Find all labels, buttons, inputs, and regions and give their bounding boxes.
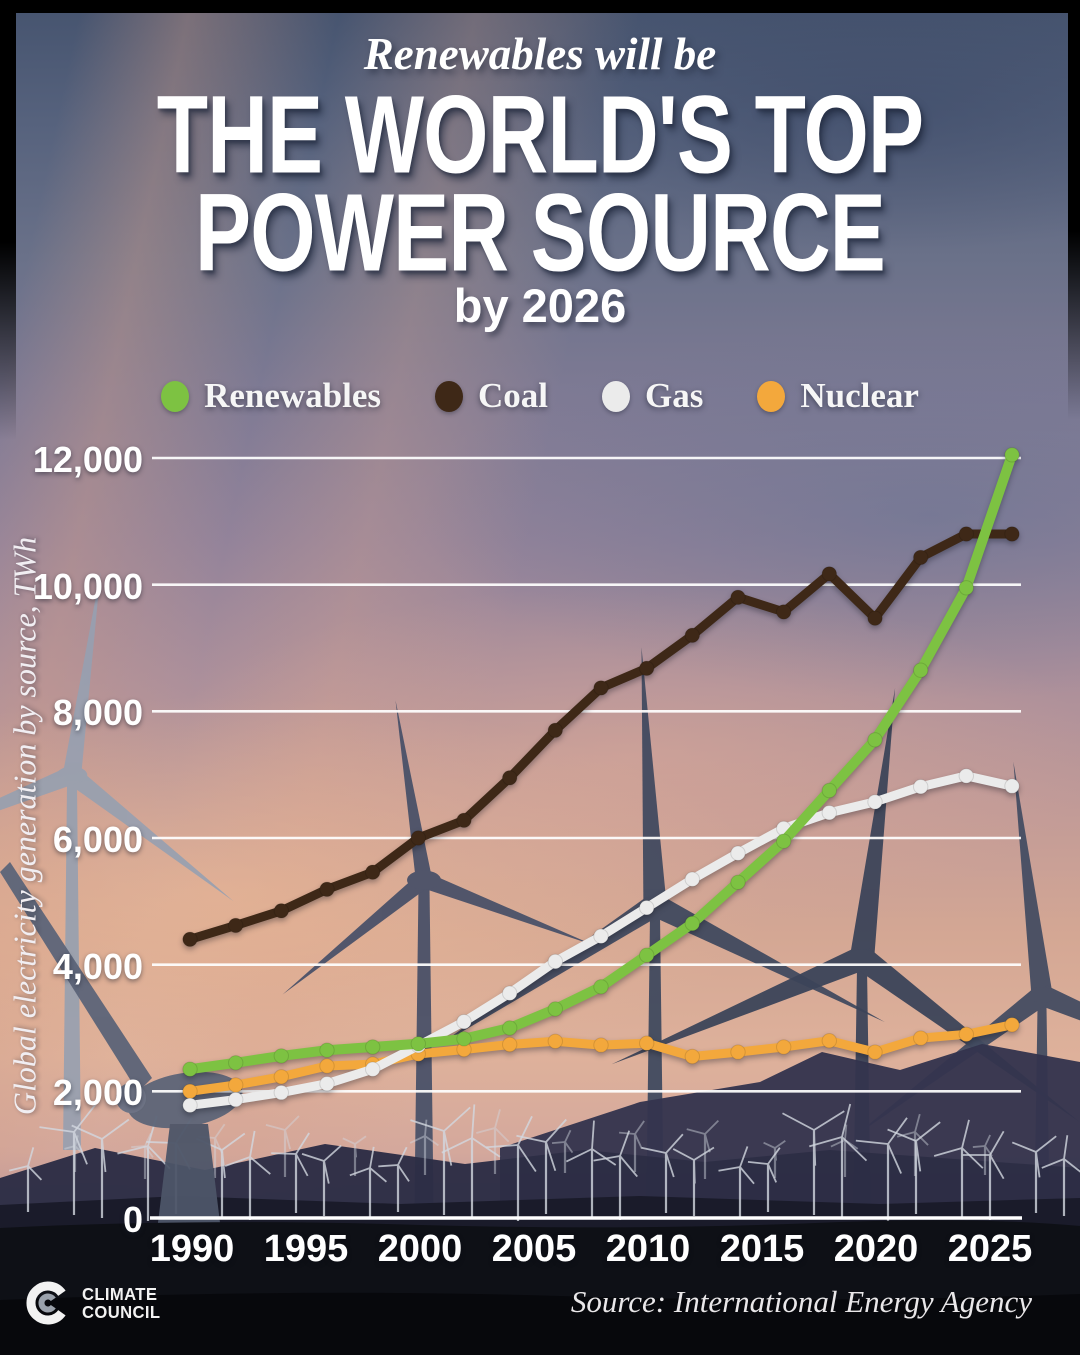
chart-legend: Renewables Coal Gas Nuclear (0, 376, 1080, 416)
coal-legend-dot (435, 380, 463, 412)
title-eyebrow: Renewables will be (363, 29, 717, 79)
y-tick-6000: 6,000 (52, 819, 143, 860)
legend-label-coal: Coal (478, 376, 548, 415)
y-tick-2000: 2,000 (52, 1072, 143, 1113)
climate-council-c-icon (26, 1281, 66, 1325)
y-tick-8000: 8,000 (52, 692, 143, 733)
x-tick-2000: 2000 (377, 1228, 463, 1270)
x-tick-2010: 2010 (605, 1228, 691, 1270)
logo-line-2: COUNCIL (82, 1302, 161, 1322)
data-series-layer (182, 447, 1020, 1114)
x-tick-2015: 2015 (719, 1228, 805, 1270)
logo-line-1: CLIMATE (82, 1283, 158, 1304)
y-tick-10000: 10,000 (32, 566, 143, 607)
legend-item-nuclear: Nuclear (757, 376, 919, 416)
x-tick-2020: 2020 (833, 1228, 919, 1270)
left-border (0, 0, 16, 440)
right-border (1068, 0, 1080, 420)
source-attribution: Source: International Energy Agency (570, 1284, 1032, 1319)
legend-label-nuclear: Nuclear (800, 376, 919, 415)
climate-council-wordmark: CLIMATE COUNCIL (82, 1283, 161, 1322)
ground-front (0, 1292, 1080, 1355)
nuclear-legend-dot (757, 380, 786, 412)
climate-council-logo: CLIMATE COUNCIL (22, 1276, 165, 1330)
top-border (0, 0, 1080, 13)
legend-item-gas: Gas (602, 376, 703, 416)
y-tick-0: 0 (122, 1199, 143, 1240)
x-tick-2005: 2005 (491, 1228, 577, 1270)
title-subtitle: by 2026 (453, 279, 627, 332)
title-line-2: POWER SOURCE (195, 171, 886, 295)
legend-label-renewables: Renewables (204, 376, 381, 415)
legend-item-coal: Coal (435, 376, 548, 416)
legend-item-renewables: Renewables (161, 376, 381, 416)
gas-legend-dot (602, 380, 630, 412)
gridlines (150, 456, 1022, 1220)
x-tick-1995: 1995 (263, 1228, 349, 1270)
x-tick-1990: 1990 (149, 1228, 235, 1270)
title-line-1: THE WORLD'S TOP (156, 73, 924, 197)
renewables-legend-dot (161, 380, 190, 412)
x-tick-2025: 2025 (947, 1228, 1033, 1270)
y-tick-12000: 12,000 (32, 439, 143, 480)
y-tick-4000: 4,000 (52, 946, 143, 987)
legend-label-gas: Gas (645, 376, 704, 415)
